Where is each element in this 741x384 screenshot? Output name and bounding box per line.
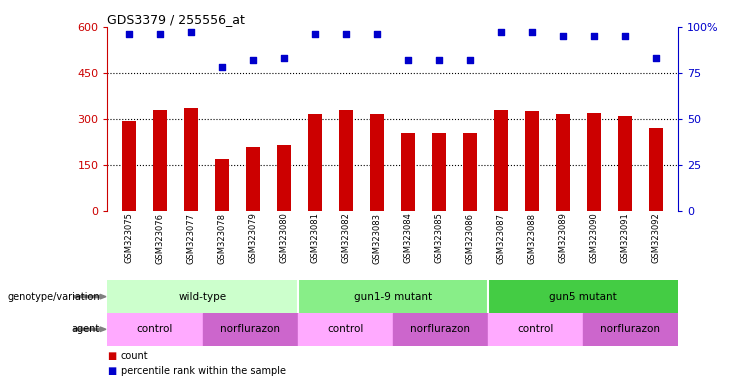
Point <box>279 55 290 61</box>
Text: percentile rank within the sample: percentile rank within the sample <box>121 366 286 376</box>
Text: control: control <box>327 324 363 334</box>
Point <box>557 33 569 39</box>
Bar <box>298 313 393 346</box>
Bar <box>277 145 291 211</box>
Bar <box>202 313 298 346</box>
Point <box>495 29 507 35</box>
Point <box>465 57 476 63</box>
Point <box>433 57 445 63</box>
Text: norflurazon: norflurazon <box>220 324 280 334</box>
Bar <box>308 114 322 211</box>
Point <box>309 31 321 37</box>
Bar <box>588 113 601 211</box>
Bar <box>556 114 571 211</box>
Text: GDS3379 / 255556_at: GDS3379 / 255556_at <box>107 13 245 26</box>
Point <box>340 31 352 37</box>
Text: control: control <box>137 324 173 334</box>
Bar <box>215 159 229 211</box>
Bar <box>107 313 202 346</box>
Point <box>123 31 135 37</box>
Bar <box>402 133 415 211</box>
Text: control: control <box>517 324 554 334</box>
Text: gun5 mutant: gun5 mutant <box>549 291 617 302</box>
Text: norflurazon: norflurazon <box>600 324 660 334</box>
Text: gun1-9 mutant: gun1-9 mutant <box>353 291 432 302</box>
Bar <box>494 110 508 211</box>
Text: norflurazon: norflurazon <box>411 324 471 334</box>
Bar <box>246 147 260 211</box>
Point <box>371 31 383 37</box>
Bar <box>107 280 298 313</box>
Bar <box>298 280 488 313</box>
Text: count: count <box>121 351 148 361</box>
Bar <box>393 313 488 346</box>
Point <box>651 55 662 61</box>
Bar <box>185 108 198 211</box>
Text: agent: agent <box>72 324 100 334</box>
Point <box>154 31 166 37</box>
Point <box>185 29 197 35</box>
Text: genotype/variation: genotype/variation <box>7 291 100 302</box>
Point <box>619 33 631 39</box>
Bar <box>488 313 583 346</box>
Point <box>247 57 259 63</box>
Point <box>526 29 538 35</box>
Bar <box>153 110 167 211</box>
Text: ■: ■ <box>107 351 116 361</box>
Bar <box>583 313 678 346</box>
Bar <box>488 280 678 313</box>
Point <box>588 33 600 39</box>
Text: wild-type: wild-type <box>179 291 227 302</box>
Point <box>402 57 414 63</box>
Point <box>216 65 228 71</box>
Text: ■: ■ <box>107 366 116 376</box>
Bar <box>463 133 477 211</box>
Bar <box>618 116 632 211</box>
Bar <box>525 111 539 211</box>
Bar <box>432 133 446 211</box>
Bar <box>339 110 353 211</box>
Bar <box>649 128 663 211</box>
Bar <box>370 114 384 211</box>
Bar <box>122 121 136 211</box>
